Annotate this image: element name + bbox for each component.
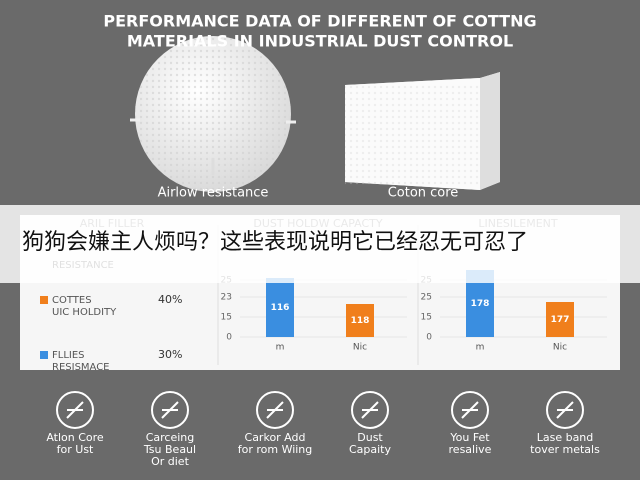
feature-label: Lase band — [537, 431, 594, 444]
bar — [346, 304, 374, 337]
feature-icon — [151, 391, 189, 429]
feature-label: resalive — [449, 443, 492, 456]
feature-glyph — [361, 401, 379, 419]
feature-label: Atlon Core — [46, 431, 104, 444]
y-tick-label: 0 — [426, 333, 432, 343]
feature-icon — [351, 391, 389, 429]
illustration-label: Coton core — [388, 186, 459, 201]
bar — [266, 278, 294, 337]
banner — [0, 205, 640, 283]
y-tick-label: 23 — [221, 293, 232, 303]
row-label: UIC HOLDITY — [52, 307, 117, 318]
feature-label: Carkor Add — [245, 431, 306, 444]
x-tick-label: m — [476, 343, 485, 353]
bar-label: 178 — [471, 299, 490, 309]
feature-label: for Ust — [57, 443, 94, 456]
feature-glyph — [161, 401, 179, 419]
banner-text: 狗狗会嫌主人烦吗？这些表现说明它已经忍无可忍了 — [22, 230, 528, 255]
illustration-label: Airlow resistance — [158, 186, 269, 201]
feature-glyph — [461, 401, 479, 419]
feature-label: tover metals — [530, 443, 600, 456]
row-label: FLLIES — [52, 350, 85, 361]
title-line: PERFORMANCE DATA OF DIFFERENT OF COTTNG — [103, 12, 536, 31]
feature-label: Capaity — [349, 443, 392, 456]
bar-label: 118 — [351, 316, 370, 326]
x-tick-label: m — [276, 343, 285, 353]
x-tick-label: Nic — [553, 343, 567, 353]
feature-glyph — [266, 401, 284, 419]
y-tick-label: 15 — [221, 313, 232, 323]
bar — [546, 302, 574, 337]
title-line: MATERIALS IN INDUSTRIAL DUST CONTROL — [127, 32, 513, 51]
bar-label: 116 — [271, 303, 290, 313]
y-tick-label: 25 — [421, 293, 432, 303]
legend-swatch — [40, 296, 48, 304]
row-label: RESISMACE — [52, 362, 110, 373]
feature-icon — [256, 391, 294, 429]
feature-label: Dust — [357, 431, 383, 444]
row-value: 40% — [158, 293, 182, 306]
row-label: COTTES — [52, 295, 92, 306]
feature-label: Tsu Beaul — [143, 443, 196, 456]
legend-swatch — [40, 351, 48, 359]
row-value: 30% — [158, 348, 182, 361]
feature-icon — [451, 391, 489, 429]
feature-label: for rom Wiing — [238, 443, 313, 456]
feature-label: Or diet — [151, 455, 189, 468]
y-tick-label: 15 — [421, 313, 432, 323]
bar-label: 177 — [551, 315, 570, 325]
y-tick-label: 0 — [226, 333, 232, 343]
sphere-illustration — [130, 36, 296, 192]
feature-label: Carceing — [146, 431, 195, 444]
x-tick-label: Nic — [353, 343, 367, 353]
feature-icon — [546, 391, 584, 429]
feature-glyph — [556, 401, 574, 419]
feature-glyph — [66, 401, 84, 419]
feature-icon — [56, 391, 94, 429]
feature-label: You Fet — [449, 431, 490, 444]
cube-illustration — [345, 72, 500, 190]
